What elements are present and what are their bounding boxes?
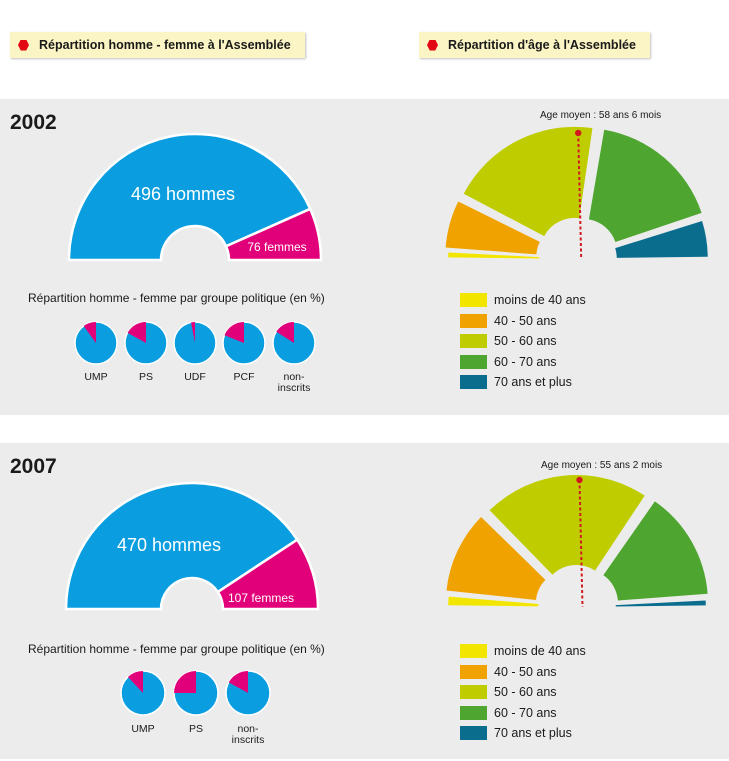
age-legend-label: 70 ans et plus: [494, 375, 572, 390]
age-legend-label: moins de 40 ans: [494, 293, 586, 308]
mean-age-marker: [575, 129, 582, 137]
group-pie: [173, 321, 217, 365]
age-legend-label: 50 - 60 ans: [494, 685, 557, 700]
age-legend-item: 40 - 50 ans: [460, 311, 586, 332]
group-name-label: non-​inscrits: [277, 371, 311, 394]
age-sector-5: [615, 600, 706, 607]
year-label: 2007: [10, 455, 57, 478]
group-women-slice: [83, 322, 96, 343]
mean-age-line: [578, 479, 584, 608]
women-sector: [224, 207, 323, 262]
age-legend-item: 70 ans et plus: [460, 723, 586, 744]
gender-legend-tag: Répartition homme - femme à l'Assemblée: [10, 32, 305, 58]
age-legend-item: 60 - 70 ans: [460, 703, 586, 724]
group-pie: [173, 670, 219, 716]
panel-2002: 2002 Répartition homme - femme par group…: [0, 99, 729, 415]
gender-title: Répartition homme - femme à l'Assemblée: [39, 38, 291, 52]
group-pie: [120, 670, 166, 716]
group-women-slice: [224, 322, 244, 343]
groups-title: Répartition homme - femme par groupe pol…: [28, 291, 325, 305]
group-pie: [222, 321, 266, 365]
hexagon-bullet-icon: [427, 39, 438, 51]
age-sector-3: [463, 126, 593, 237]
age-title: Répartition d'âge à l'Assemblée: [448, 38, 636, 52]
age-sector-2: [445, 201, 540, 255]
groups-title: Répartition homme - femme par groupe pol…: [28, 642, 325, 656]
group-pie: [225, 670, 271, 716]
age-legend-swatch: [460, 644, 487, 659]
age-legend-tag: Répartition d'âge à l'Assemblée: [419, 32, 650, 58]
group-name-label: PS: [188, 723, 203, 735]
age-legend-item: moins de 40 ans: [460, 641, 586, 662]
group-pie: [74, 321, 118, 365]
group-women-slice: [127, 671, 143, 693]
age-legend-label: 60 - 70 ans: [494, 705, 557, 720]
age-legend-swatch: [460, 685, 487, 700]
group-name-label: UMP: [131, 723, 155, 735]
age-legend-label: 60 - 70 ans: [494, 354, 557, 369]
women-count-label: 76 femmes: [247, 240, 307, 254]
group-women-slice: [127, 322, 146, 343]
men-sector: [67, 132, 312, 262]
men-count-label: 496 hommes: [130, 184, 236, 204]
age-legend: moins de 40 ans 40 - 50 ans 50 - 60 ans 60 …: [460, 641, 586, 744]
group-women-slice: [174, 671, 196, 693]
group-name-label: PS: [138, 371, 153, 383]
age-sector-5: [615, 221, 708, 258]
group-name-label: PCF: [233, 371, 255, 383]
group-name-label: UDF: [184, 371, 206, 383]
age-mean-label: Age moyen : 58 ans 6 mois: [540, 110, 662, 121]
women-count-label: 107 femmes: [227, 591, 295, 605]
age-legend-swatch: [460, 354, 487, 369]
age-sector-2: [446, 516, 546, 600]
age-legend-label: 40 - 50 ans: [494, 313, 557, 328]
age-legend-label: 70 ans et plus: [494, 726, 572, 741]
age-legend-item: 40 - 50 ans: [460, 662, 586, 683]
age-legend-swatch: [460, 726, 487, 741]
age-legend-item: 60 - 70 ans: [460, 352, 586, 373]
age-legend-swatch: [460, 375, 487, 390]
age-sector-3: [489, 475, 645, 575]
group-pie: [272, 321, 316, 365]
group-name-label: non-​inscrits: [231, 723, 265, 746]
age-legend-item: moins de 40 ans: [460, 290, 586, 311]
age-legend-item: 50 - 60 ans: [460, 331, 586, 352]
hexagon-bullet-icon: [18, 39, 29, 51]
age-legend-item: 50 - 60 ans: [460, 682, 586, 703]
men-count-label: 470 hommes: [116, 535, 222, 555]
age-legend: moins de 40 ans 40 - 50 ans 50 - 60 ans 60 …: [460, 290, 586, 393]
panel-2007: 2007 Répartition homme - femme par group…: [0, 443, 729, 759]
age-sector-1: [448, 596, 539, 607]
age-mean-label: Age moyen : 55 ans 2 mois: [541, 460, 663, 471]
age-legend-swatch: [460, 705, 487, 720]
women-sector: [216, 537, 320, 611]
age-sector-4: [603, 501, 708, 601]
age-legend-swatch: [460, 664, 487, 679]
panel-graphics: [67, 126, 708, 365]
mean-age-marker: [576, 476, 583, 484]
age-legend-label: moins de 40 ans: [494, 644, 586, 659]
age-legend-swatch: [460, 293, 487, 308]
age-legend-swatch: [460, 334, 487, 349]
group-women-slice: [191, 322, 195, 343]
group-pie: [124, 321, 168, 365]
age-sector-4: [588, 129, 702, 243]
age-sector-1: [448, 252, 540, 259]
age-legend-swatch: [460, 313, 487, 328]
age-legend-label: 40 - 50 ans: [494, 664, 557, 679]
group-women-slice: [276, 322, 294, 343]
mean-age-line: [577, 132, 583, 260]
panel-graphics: [64, 475, 708, 716]
group-women-slice: [228, 671, 248, 693]
age-legend-item: 70 ans et plus: [460, 372, 586, 393]
group-name-label: UMP: [84, 371, 108, 383]
age-legend-label: 50 - 60 ans: [494, 334, 557, 349]
year-label: 2002: [10, 111, 57, 134]
